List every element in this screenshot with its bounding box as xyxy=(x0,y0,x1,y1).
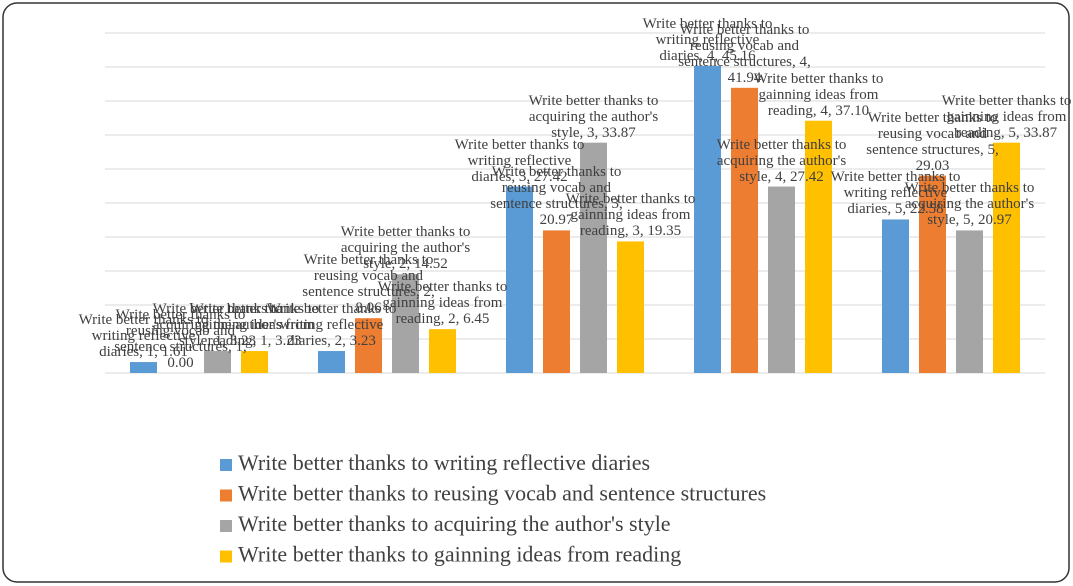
data-label-box: Write better thanks to acquiring the aut… xyxy=(340,224,471,273)
data-label: Write better thanks to gainning ideas fr… xyxy=(377,279,508,328)
data-label: Write better thanks to acquiring the aut… xyxy=(716,136,847,185)
data-label: Write better thanks to writing reflectiv… xyxy=(642,15,773,64)
legend-label: Write better thanks to writing reflectiv… xyxy=(238,450,650,475)
legend-swatch xyxy=(220,520,232,532)
bar xyxy=(204,351,231,373)
data-label: Write better thanks to reusing vocab and… xyxy=(866,109,999,174)
data-label-box: Write better thanks to acquiring the aut… xyxy=(904,180,1035,229)
bar xyxy=(993,142,1020,373)
data-label: Write better thanks to reusing vocab and… xyxy=(302,252,435,317)
data-label-box: Write better thanks to reusing vocab and… xyxy=(114,307,247,371)
data-label: Write better thanks to gainning ideas fr… xyxy=(565,191,696,240)
bar xyxy=(580,142,607,373)
data-label-box: Write better thanks to acquiring the aut… xyxy=(716,136,847,185)
bar xyxy=(429,329,456,373)
data-label-box: Write better thanks to acquiring the aut… xyxy=(152,301,283,350)
data-label-box: Write better thanks to acquiring the aut… xyxy=(528,92,659,141)
bar xyxy=(882,219,909,373)
bar xyxy=(318,351,345,373)
bar xyxy=(392,274,419,373)
data-label: Write better thanks to reusing vocab and… xyxy=(490,164,623,229)
data-label: Write better thanks to writing reflectiv… xyxy=(830,169,961,218)
data-label: Write better thanks to acquiring the aut… xyxy=(904,180,1035,229)
legend-label: Write better thanks to reusing vocab and… xyxy=(238,481,766,506)
data-label-box: Write better thanks to reusing vocab and… xyxy=(678,21,811,86)
data-label: Write better thanks to reusing vocab and… xyxy=(114,307,247,371)
data-label: Write better thanks to gainning ideas fr… xyxy=(941,92,1072,141)
data-label-box: Write better thanks to writing reflectiv… xyxy=(78,312,209,361)
data-label: Write better thanks to writing reflectiv… xyxy=(78,312,209,361)
data-label-box: Write better thanks to reusing vocab and… xyxy=(490,164,623,229)
data-label-box: Write better thanks to writing reflectiv… xyxy=(266,301,397,350)
bar xyxy=(130,362,157,373)
legend-swatch xyxy=(220,459,232,471)
data-label: Write better thanks to gainning ideas fr… xyxy=(753,70,884,119)
data-label-box: Write better thanks to reusing vocab and… xyxy=(302,252,435,317)
data-label: Write better thanks to writing reflectiv… xyxy=(266,301,397,350)
bar xyxy=(241,351,268,373)
bar xyxy=(768,186,795,373)
bar xyxy=(506,186,533,373)
legend-swatch xyxy=(220,550,232,563)
bar xyxy=(543,230,570,373)
data-label-box: Write better thanks to gainning ideas fr… xyxy=(941,92,1072,141)
data-label-box: Write better thanks to writing reflectiv… xyxy=(830,169,961,218)
data-label-box: Write better thanks to gainning ideas fr… xyxy=(565,191,696,240)
bar xyxy=(694,65,721,374)
legend-label: Write better thanks to acquiring the aut… xyxy=(238,511,671,536)
bar xyxy=(617,241,644,373)
data-label: Write better thanks to acquiring the aut… xyxy=(340,224,471,273)
bar xyxy=(919,175,946,373)
data-label-box: Write better thanks to gainning ideas fr… xyxy=(189,301,320,350)
data-label: Write better thanks to gainning ideas fr… xyxy=(189,301,320,350)
legend-swatch xyxy=(220,489,232,502)
data-label-box: Write better thanks to reusing vocab and… xyxy=(866,109,999,174)
data-label-box: Write better thanks to gainning ideas fr… xyxy=(377,279,508,328)
legend-label: Write better thanks to gainning ideas fr… xyxy=(238,542,681,567)
data-label: Write better thanks to writing reflectiv… xyxy=(454,136,585,185)
data-label-box: Write better thanks to writing reflectiv… xyxy=(642,15,773,64)
data-label-box: Write better thanks to writing reflectiv… xyxy=(454,136,585,185)
bar xyxy=(731,87,758,374)
bar xyxy=(956,230,983,373)
bar xyxy=(805,120,832,373)
data-label: Write better thanks to acquiring the aut… xyxy=(152,301,283,350)
bar xyxy=(355,318,382,373)
data-label-box: Write better thanks to gainning ideas fr… xyxy=(753,70,884,119)
data-label: Write better thanks to reusing vocab and… xyxy=(678,21,811,86)
data-label: Write better thanks to acquiring the aut… xyxy=(528,92,659,141)
